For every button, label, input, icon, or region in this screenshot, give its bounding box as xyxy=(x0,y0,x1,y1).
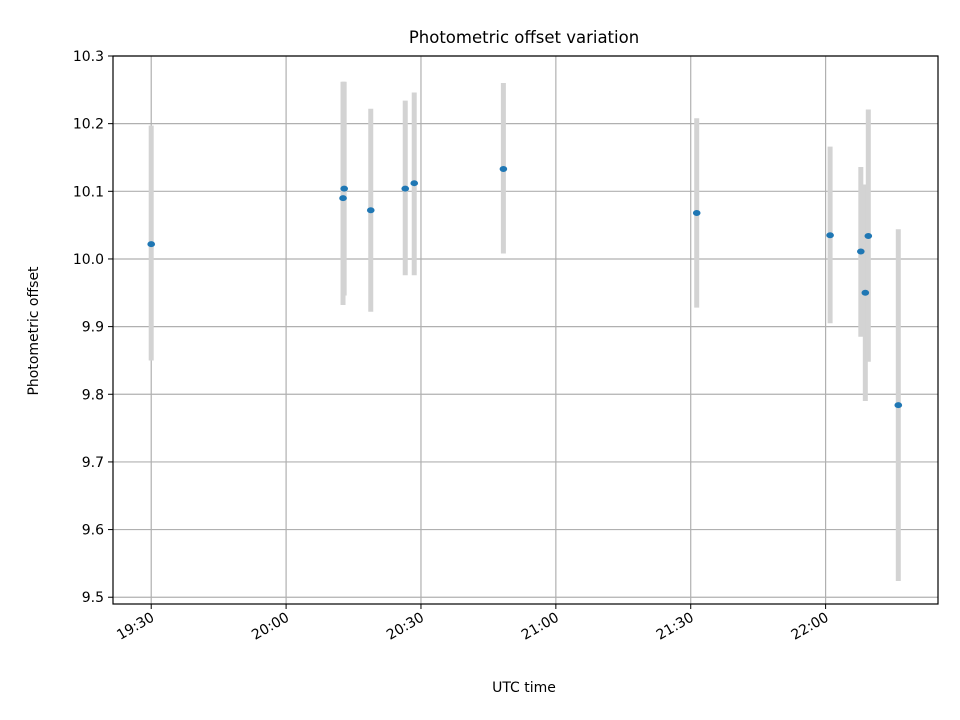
y-tick-label: 9.8 xyxy=(82,387,104,403)
data-point xyxy=(410,180,419,187)
x-tick-label: 20:00 xyxy=(249,610,292,644)
x-tick-label: 21:00 xyxy=(519,610,562,644)
data-point xyxy=(499,165,508,172)
error-bars xyxy=(148,81,901,581)
y-tick-label: 10.2 xyxy=(73,117,104,133)
x-tick-label: 20:30 xyxy=(384,610,427,644)
y-tick-label: 9.9 xyxy=(82,320,104,336)
x-tick-label: 21:30 xyxy=(654,610,697,644)
data-point xyxy=(339,195,347,202)
y-tick-label: 10.1 xyxy=(73,184,104,200)
x-tick-label: 22:00 xyxy=(789,610,832,644)
data-point xyxy=(864,232,873,239)
y-axis-ticks: 9.5 9.6 9.7 9.8 9.9 10.0 10.1 10.2 10.3 xyxy=(73,49,113,606)
x-axis-label: UTC time xyxy=(492,680,556,696)
data-point xyxy=(857,248,865,255)
data-point xyxy=(861,289,870,296)
data-point xyxy=(894,402,903,409)
plot-frame xyxy=(112,55,939,605)
x-axis-ticks: 19:30 20:00 20:30 21:00 21:30 22:00 xyxy=(114,604,832,644)
data-point xyxy=(340,185,348,192)
data-point xyxy=(826,232,834,239)
x-tick-label: 19:30 xyxy=(114,610,157,644)
data-point xyxy=(366,207,375,214)
y-tick-label: 10.0 xyxy=(73,252,104,268)
data-point xyxy=(147,241,156,248)
data-point xyxy=(401,185,410,192)
y-tick-label: 9.7 xyxy=(82,455,104,471)
data-points xyxy=(147,165,903,409)
chart-title: Photometric offset variation xyxy=(409,28,639,47)
data-point xyxy=(692,209,701,216)
y-tick-label: 9.6 xyxy=(82,523,104,539)
y-tick-label: 10.3 xyxy=(73,49,104,65)
y-axis-label: Photometric offset xyxy=(26,266,42,396)
y-tick-label: 9.5 xyxy=(82,590,104,606)
grid xyxy=(113,55,938,604)
